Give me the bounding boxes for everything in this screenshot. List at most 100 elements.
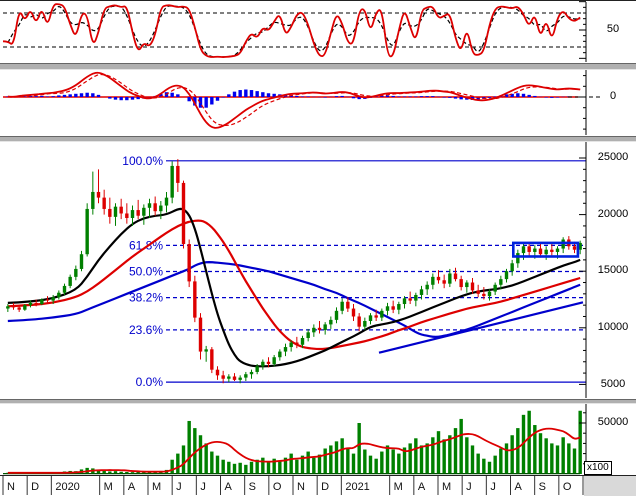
macd-histogram-bar: [255, 91, 259, 97]
volume-bar: [431, 437, 435, 474]
macd-histogram-bar: [357, 97, 361, 100]
macd-histogram-bar: [193, 97, 197, 106]
candlestick: [414, 292, 418, 307]
candlestick: [380, 308, 384, 322]
candlestick: [487, 289, 492, 301]
macd-histogram-bar: [504, 94, 509, 97]
volume-bar: [102, 470, 106, 474]
volume-bar: [572, 448, 577, 474]
macd-histogram-bar: [283, 94, 288, 97]
macd-histogram-bar: [85, 92, 89, 97]
candlestick: [295, 336, 299, 349]
candlestick: [249, 369, 254, 379]
candlestick: [136, 199, 140, 220]
volume-bar: [567, 443, 571, 474]
price-tick-10000: 10000: [597, 321, 629, 333]
stoch-line: [2, 3, 581, 58]
volume-bar: [215, 455, 220, 474]
macd-histogram-bar: [130, 97, 135, 100]
macd-histogram-bar: [521, 93, 526, 97]
volume-bar: [385, 445, 390, 474]
volume-bar: [363, 449, 367, 474]
candlestick: [11, 302, 16, 310]
volume-bar: [533, 425, 537, 474]
x-axis-month-label: O: [563, 481, 572, 493]
x-axis-month-label: 2021: [345, 481, 369, 493]
candlestick: [425, 281, 429, 295]
price-tick-5000: 5000: [600, 378, 626, 390]
volume-bar: [442, 439, 446, 474]
volume-tick-50000: 50000: [597, 416, 629, 428]
volume-bar: [278, 460, 282, 474]
fib-label: 50.0%: [129, 264, 163, 278]
volume-bar: [402, 447, 407, 474]
candlestick: [470, 277, 475, 294]
macd-histogram-bar: [40, 95, 44, 97]
volume-bar: [425, 443, 429, 474]
candlestick: [79, 250, 84, 272]
volume-bar: [340, 438, 344, 474]
volume-bar: [476, 453, 480, 474]
volume-bar: [453, 428, 458, 474]
volume-panel: [3, 404, 587, 475]
candlestick: [312, 324, 316, 337]
panel-separator: [0, 136, 636, 142]
volume-bar: [374, 458, 378, 474]
macd-histogram-bar: [385, 95, 390, 97]
fib-label: 23.6%: [129, 323, 163, 337]
macd-histogram-bar: [79, 93, 84, 97]
candlestick: [283, 343, 288, 357]
macd-histogram-bar: [334, 96, 339, 97]
candlestick: [62, 283, 67, 295]
macd-histogram-bar: [408, 96, 412, 97]
candlestick: [170, 161, 174, 204]
volume-bar: [261, 457, 265, 474]
volume-bar: [459, 418, 463, 474]
candlestick: [357, 313, 361, 332]
trendline: [378, 301, 584, 354]
price-tick-15000: 15000: [597, 264, 629, 276]
candlestick: [300, 335, 305, 349]
candlestick: [193, 275, 197, 323]
volume-bar: [153, 471, 157, 474]
candlestick: [113, 203, 118, 226]
fib-label: 100.0%: [122, 154, 163, 168]
macd-histogram-bar: [487, 97, 492, 98]
price-tick-20000: 20000: [597, 208, 629, 220]
macd-histogram-bar: [419, 96, 424, 97]
candlestick: [74, 265, 78, 281]
macd-histogram-bar: [28, 95, 33, 97]
candlestick: [504, 268, 509, 283]
panel-separator: [0, 63, 636, 70]
macd-histogram-bar: [414, 96, 418, 97]
candlestick: [45, 296, 50, 303]
macd-histogram-bar: [176, 94, 180, 97]
volume-bar: [238, 462, 242, 474]
macd-histogram-bar: [544, 97, 548, 98]
volume-bar: [521, 414, 526, 474]
ma-50-line: [7, 207, 581, 368]
candlestick: [119, 198, 123, 220]
candlestick: [164, 191, 169, 213]
volume-bar: [397, 453, 401, 474]
volume-bar: [334, 441, 339, 474]
volume-bar: [232, 463, 237, 474]
candlestick: [402, 296, 407, 309]
candlestick: [459, 275, 463, 291]
candlestick: [130, 205, 135, 226]
volume-bar: [125, 471, 129, 474]
volume-bar: [380, 451, 384, 474]
candlestick: [363, 317, 367, 331]
volume-bar: [391, 449, 395, 474]
macd-histogram-bar: [227, 94, 231, 97]
macd-histogram-bar: [340, 95, 344, 97]
candlestick: [317, 321, 322, 334]
candlestick: [255, 364, 259, 375]
macd-histogram-bar: [272, 93, 276, 97]
candlestick: [85, 203, 89, 257]
x-axis-month-label: S: [539, 481, 546, 493]
macd-histogram-bar: [442, 97, 446, 98]
macd-histogram-bar: [119, 97, 123, 101]
macd-histogram-bar: [391, 95, 395, 97]
